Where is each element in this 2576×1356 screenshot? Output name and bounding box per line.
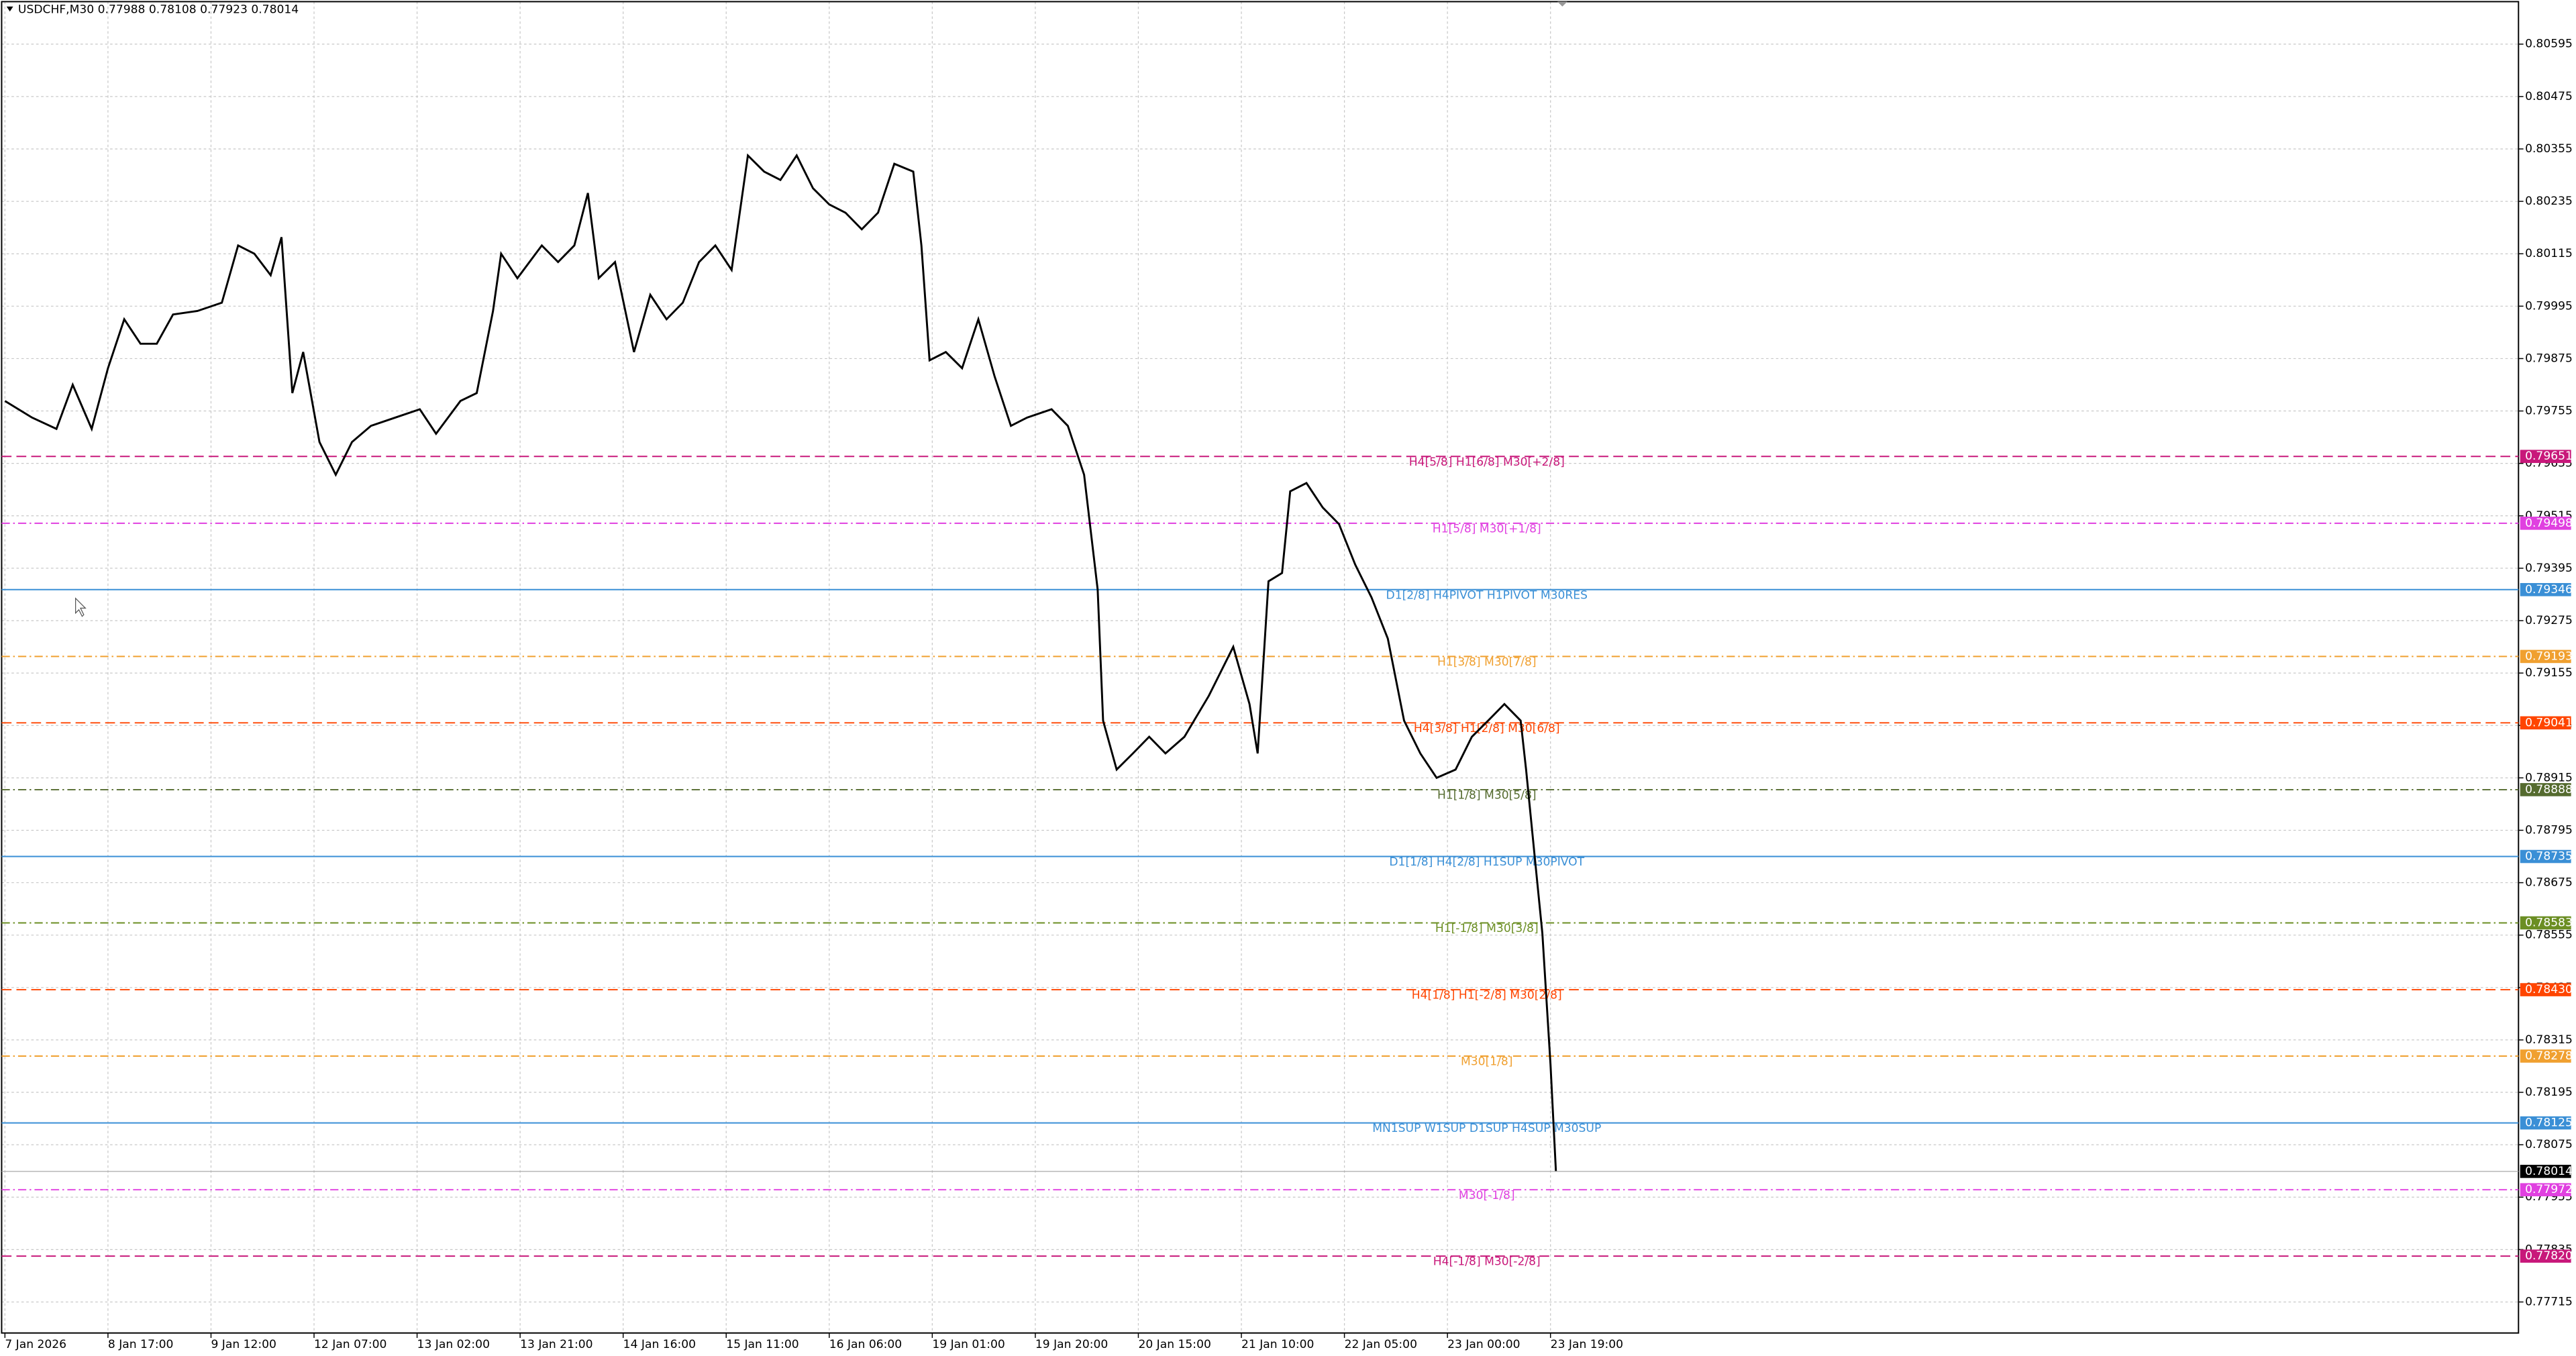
price-tag [2520,1249,2571,1263]
price-tag-label: 0.78125 [2525,1116,2573,1130]
price-tag-label: 0.78278 [2525,1049,2573,1063]
price-tag [2520,582,2571,596]
level-label: H4[3/8] H1[2/8] M30[6/8] [1414,722,1560,735]
x-tick-label: 21 Jan 10:00 [1241,1338,1314,1351]
x-tick-label: 22 Jan 05:00 [1345,1338,1417,1351]
price-tag-label: 0.78583 [2525,916,2573,929]
price-tag-label: 0.78430 [2525,983,2573,996]
y-tick-label: 0.78915 [2525,771,2573,784]
level-label: D1[1/8] H4[2/8] H1SUP M30PIVOT [1389,855,1584,869]
level-label: H1[-1/8] M30[3/8] [1435,922,1539,935]
price-tag [2520,1049,2571,1063]
price-tag [2520,849,2571,864]
price-tag-label: 0.78888 [2525,783,2573,796]
price-tag [2520,450,2571,464]
x-tick-label: 14 Jan 16:00 [623,1338,696,1351]
y-tick-label: 0.78555 [2525,929,2573,942]
level-label: H1[3/8] M30[7/8] [1437,656,1537,669]
y-tick-label: 0.79395 [2525,562,2573,575]
y-tick-label: 0.78075 [2525,1138,2573,1151]
y-tick-label: 0.80115 [2525,247,2573,260]
price-tag [2520,1183,2571,1196]
x-tick-label: 16 Jan 06:00 [829,1338,902,1351]
y-tick-label: 0.79275 [2525,614,2573,627]
level-label: H1[5/8] M30[+1/8] [1433,522,1541,535]
price-tag [2520,1116,2571,1130]
x-tick-label: 9 Jan 12:00 [211,1338,276,1351]
y-tick-label: 0.78795 [2525,823,2573,837]
y-tick-label: 0.79155 [2525,666,2573,680]
price-tag-label: 0.77972 [2525,1183,2573,1196]
level-label: D1[2/8] H4PIVOT H1PIVOT M30RES [1386,588,1588,602]
y-tick-label: 0.80355 [2525,142,2573,156]
y-tick-label: 0.79995 [2525,299,2573,313]
x-tick-label: 19 Jan 20:00 [1035,1338,1108,1351]
x-tick-label: 8 Jan 17:00 [108,1338,174,1351]
level-label: H4[-1/8] M30[-2/8] [1433,1255,1541,1269]
price-tag-label: 0.77820 [2525,1249,2573,1263]
level-label: H1[1/8] M30[5/8] [1437,788,1537,802]
price-tag [2520,783,2571,796]
shift-marker [1557,1,1567,7]
price-tag [2520,649,2571,664]
level-label: M30[1/8] [1461,1055,1512,1069]
menu-arrow[interactable] [6,6,13,12]
x-tick-label: 23 Jan 00:00 [1447,1338,1520,1351]
x-tick-label: 7 Jan 2026 [5,1338,66,1351]
x-tick-label: 19 Jan 01:00 [932,1338,1004,1351]
x-tick-label: 15 Jan 11:00 [726,1338,798,1351]
level-label: MN1SUP W1SUP D1SUP H4SUP M30SUP [1372,1122,1601,1135]
chart-title: USDCHF,M30 0.77988 0.78108 0.77923 0.780… [18,3,299,17]
mouse-cursor [75,597,87,617]
price-tag-label: 0.78735 [2525,850,2573,864]
price-tag-label: 0.79346 [2525,583,2573,596]
y-tick-label: 0.78675 [2525,876,2573,890]
y-tick-label: 0.79755 [2525,405,2573,418]
x-tick-label: 20 Jan 15:00 [1138,1338,1210,1351]
price-tag-label: 0.79193 [2525,649,2573,663]
price-tag [2520,983,2571,996]
y-tick-label: 0.79875 [2525,352,2573,365]
price-tag-label: 0.79041 [2525,716,2573,729]
price-tag [2520,716,2571,730]
price-tag-label: 0.79651 [2525,450,2573,463]
x-tick-label: 13 Jan 02:00 [417,1338,490,1351]
price-line [4,153,1557,1171]
level-label: M30[-1/8] [1459,1189,1515,1202]
y-tick-label: 0.80475 [2525,90,2573,103]
x-tick-label: 23 Jan 19:00 [1551,1338,1623,1351]
price-tag [2520,517,2571,530]
plot-frame [1,1,2520,1334]
x-tick-label: 12 Jan 07:00 [314,1338,387,1351]
level-label: H4[5/8] H1[6/8] M30[+2/8] [1409,456,1565,469]
y-tick-label: 0.78315 [2525,1033,2573,1047]
current-price-tag [2520,1165,2571,1178]
level-label: H4[1/8] H1[-2/8] M30[2/8] [1412,989,1562,1002]
y-tick-label: 0.80235 [2525,195,2573,208]
current-price-label: 0.78014 [2525,1165,2573,1178]
price-tag [2520,916,2571,930]
price-tag-label: 0.79498 [2525,517,2573,530]
grid [1,1,2519,1333]
y-tick-label: 0.78195 [2525,1086,2573,1099]
y-tick-label: 0.77715 [2525,1295,2573,1308]
y-tick-label: 0.80595 [2525,38,2573,51]
x-tick-label: 13 Jan 21:00 [520,1338,593,1351]
